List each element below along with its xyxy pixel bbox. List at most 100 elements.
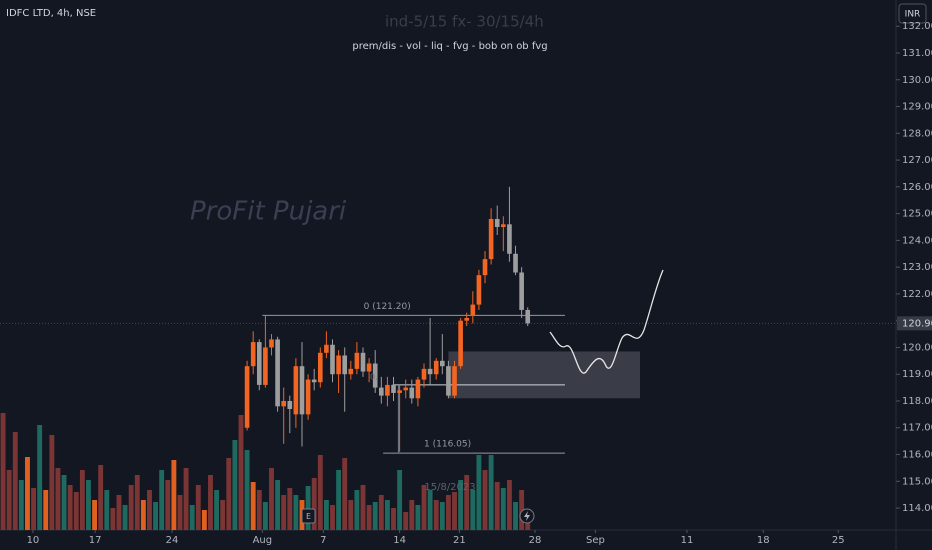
volume-bar [421, 485, 427, 530]
candle-body [421, 368, 427, 380]
y-tick-label: 119.00 [902, 369, 932, 380]
candle-body [507, 224, 512, 254]
volume-bar [372, 502, 378, 530]
fib-level-label: 1 (116.05) [424, 440, 471, 450]
currency-label[interactable]: INR [905, 10, 921, 20]
candle-body [519, 272, 524, 310]
volume-bar [55, 468, 61, 530]
x-tick-label: 10 [27, 535, 40, 546]
candle-body [244, 366, 250, 428]
volume-bar [409, 500, 415, 530]
mid-note: 0. [370, 373, 378, 382]
volume-bar [256, 490, 262, 530]
x-tick-label: 25 [832, 535, 845, 546]
volume-bar [116, 495, 122, 530]
candle-body [458, 320, 463, 367]
volume-bar [147, 490, 152, 530]
candle-body [330, 344, 335, 375]
candle-body [311, 379, 317, 383]
candle-body [317, 352, 323, 383]
y-tick-label: 120.00 [902, 342, 932, 353]
volume-bar [445, 495, 451, 530]
candle-body [501, 224, 506, 227]
candle-body [360, 352, 366, 372]
y-tick-label: 128.00 [902, 128, 932, 139]
candle-body [513, 253, 518, 273]
volume-bar [366, 505, 372, 530]
volume-bar [391, 508, 396, 530]
candle-body [299, 366, 305, 415]
candle-body [470, 304, 476, 316]
y-tick-label: 117.00 [902, 423, 932, 434]
volume-bar [140, 500, 146, 530]
candle-body [446, 366, 451, 396]
volume-bar [360, 485, 366, 530]
volume-bar [12, 432, 18, 530]
candle-body [336, 355, 341, 375]
volume-bar [269, 468, 274, 530]
volume-bar [464, 475, 470, 530]
candle-body [385, 384, 390, 396]
x-tick-label: 17 [89, 535, 102, 546]
volume-bar [262, 502, 268, 530]
currency-box[interactable] [898, 3, 927, 24]
volume-bar [238, 415, 244, 530]
candle-body [305, 379, 311, 415]
volume-bar [506, 480, 512, 530]
volume-bar [159, 470, 165, 530]
volume-bar [165, 480, 171, 530]
volume-bar [470, 490, 476, 530]
y-tick-label: 126.00 [902, 182, 932, 193]
candle-body [366, 363, 372, 372]
events-badge-label[interactable]: E [306, 512, 311, 521]
plot-area: 114.00 115.00 116.00 117.00 118.00 119.00 120.… [0, 21, 932, 546]
volume-bar [330, 505, 335, 530]
candle-body [482, 259, 488, 276]
volume-bar [92, 500, 98, 530]
volume-bar [86, 480, 91, 530]
volume-bar [439, 502, 445, 530]
y-tick-label: 130.00 [902, 75, 932, 86]
y-tick-label: 129.00 [902, 102, 932, 113]
volume-bar [67, 485, 73, 530]
volume-bar [354, 490, 360, 530]
candle-body [476, 275, 482, 305]
y-tick-label: 115.00 [902, 476, 932, 487]
candle-body [378, 387, 384, 396]
fvg-zone [448, 351, 640, 399]
volume-bar [397, 470, 403, 530]
volume-bar [488, 455, 494, 530]
volume-bar [513, 502, 518, 530]
y-tick-label: 131.00 [902, 48, 932, 59]
y-tick-label: 118.00 [902, 396, 932, 407]
y-tick-label: 124.00 [902, 235, 932, 246]
candle-body [525, 309, 531, 324]
candle-body [403, 387, 409, 391]
volume-bar [6, 470, 12, 530]
events-badge[interactable] [301, 508, 316, 524]
candle-body [488, 218, 494, 260]
volume-bar [128, 485, 134, 530]
volume-bar [384, 500, 390, 530]
candle-body [342, 355, 348, 375]
candle-body [464, 318, 470, 321]
volume-bar [433, 500, 439, 530]
subtitle: prem/dis - vol - liq - fvg - bob on ob f… [352, 41, 547, 52]
candle-body [256, 342, 262, 385]
volume-bar [293, 495, 299, 530]
volume-bar [287, 488, 293, 530]
candle-body [287, 400, 293, 410]
x-tick-label: Sep [586, 535, 605, 546]
candle-body [494, 218, 500, 227]
volume-bar [183, 468, 189, 530]
volume-bar [37, 425, 43, 530]
x-tick-label: 11 [681, 535, 694, 546]
volume-bar [177, 495, 183, 530]
volume-bar [104, 490, 110, 530]
volume-bar [49, 435, 55, 530]
x-tick-label: 28 [529, 535, 542, 546]
volume-bar [122, 505, 128, 530]
volume-bar [110, 508, 116, 530]
candle-body [427, 368, 433, 375]
y-tick-label: 114.00 [902, 503, 932, 514]
